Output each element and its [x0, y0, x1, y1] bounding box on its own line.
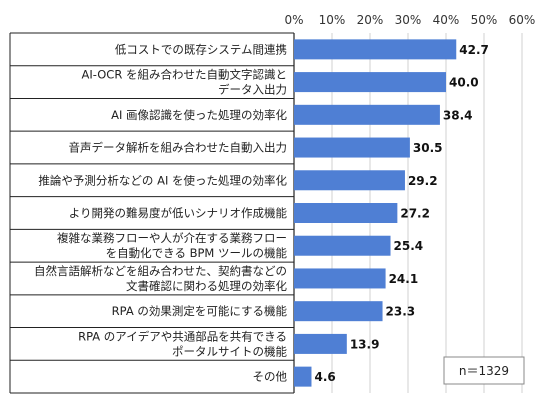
bar-value-label: 23.3	[386, 305, 416, 319]
bar	[294, 137, 410, 158]
bars: 42.7 40.0 38.4 30.5 29.2 27.2 25.4 24.1 23.3 13.9…	[294, 39, 489, 387]
x-tick-label: 60%	[509, 13, 536, 27]
category-label: その他	[253, 370, 288, 384]
category-label: 複雑な業務フローや人が介在する業務フローを自動化できる BPM ツールの機能	[57, 231, 287, 260]
sample-size-label: n＝1329	[459, 364, 509, 378]
bar-value-label: 30.5	[413, 141, 443, 155]
bar	[294, 72, 446, 93]
category-label: 自然言語解析などを組み合わせた、契約書などの文書確認に関わる処理の効率化	[34, 264, 287, 293]
category-label: RPA のアイデアや共通部品を共有できるポータルサイトの機能	[78, 329, 287, 358]
x-tick-label: 50%	[471, 13, 498, 27]
x-axis-ticks: 0% 10% 20% 30% 40% 50% 60%	[284, 13, 535, 27]
bar	[294, 301, 383, 322]
bar	[294, 170, 405, 191]
x-tick-label: 0%	[284, 13, 303, 27]
bar	[294, 203, 398, 223]
bar-value-label: 13.9	[350, 337, 380, 351]
bar	[294, 268, 386, 289]
bar	[294, 104, 440, 125]
category-label: RPA の効果測定を可能にする機能	[112, 304, 288, 318]
category-rows: 低コストでの既存システム間連携 AI-OCR を組み合わせた自動文字認識とデータ入…	[9, 32, 295, 394]
bar	[294, 235, 391, 256]
bar-value-label: 4.6	[314, 370, 335, 384]
bar	[294, 366, 312, 387]
bar-value-label: 40.0	[449, 76, 479, 90]
bar-value-label: 25.4	[394, 239, 424, 253]
bar-value-label: 38.4	[443, 108, 473, 122]
category-label: AI-OCR を組み合わせた自動文字認識とデータ入出力	[82, 68, 287, 97]
category-label: 低コストでの既存システム間連携	[115, 42, 287, 56]
x-tick-label: 20%	[357, 13, 384, 27]
bar-value-label: 29.2	[408, 174, 438, 188]
x-tick-label: 40%	[433, 13, 460, 27]
bar	[294, 39, 457, 60]
category-label: AI 画像認識を使った処理の効率化	[111, 108, 287, 122]
bar-value-label: 24.1	[389, 272, 419, 286]
sample-size-frame	[443, 356, 525, 385]
sample-size-box: n＝1329	[443, 356, 525, 385]
category-label: 推論や予測分析などの AI を使った処理の効率化	[38, 173, 287, 187]
bar	[294, 333, 347, 354]
bar-value-label: 27.2	[400, 207, 430, 221]
x-tick-label: 30%	[395, 13, 422, 27]
category-label: 音声データ解析を組み合わせた自動入出力	[69, 141, 288, 155]
x-tick-label: 10%	[319, 13, 346, 27]
category-label: より開発の難易度が低いシナリオ作成機能	[69, 206, 288, 220]
bar-value-label: 42.7	[459, 43, 489, 57]
